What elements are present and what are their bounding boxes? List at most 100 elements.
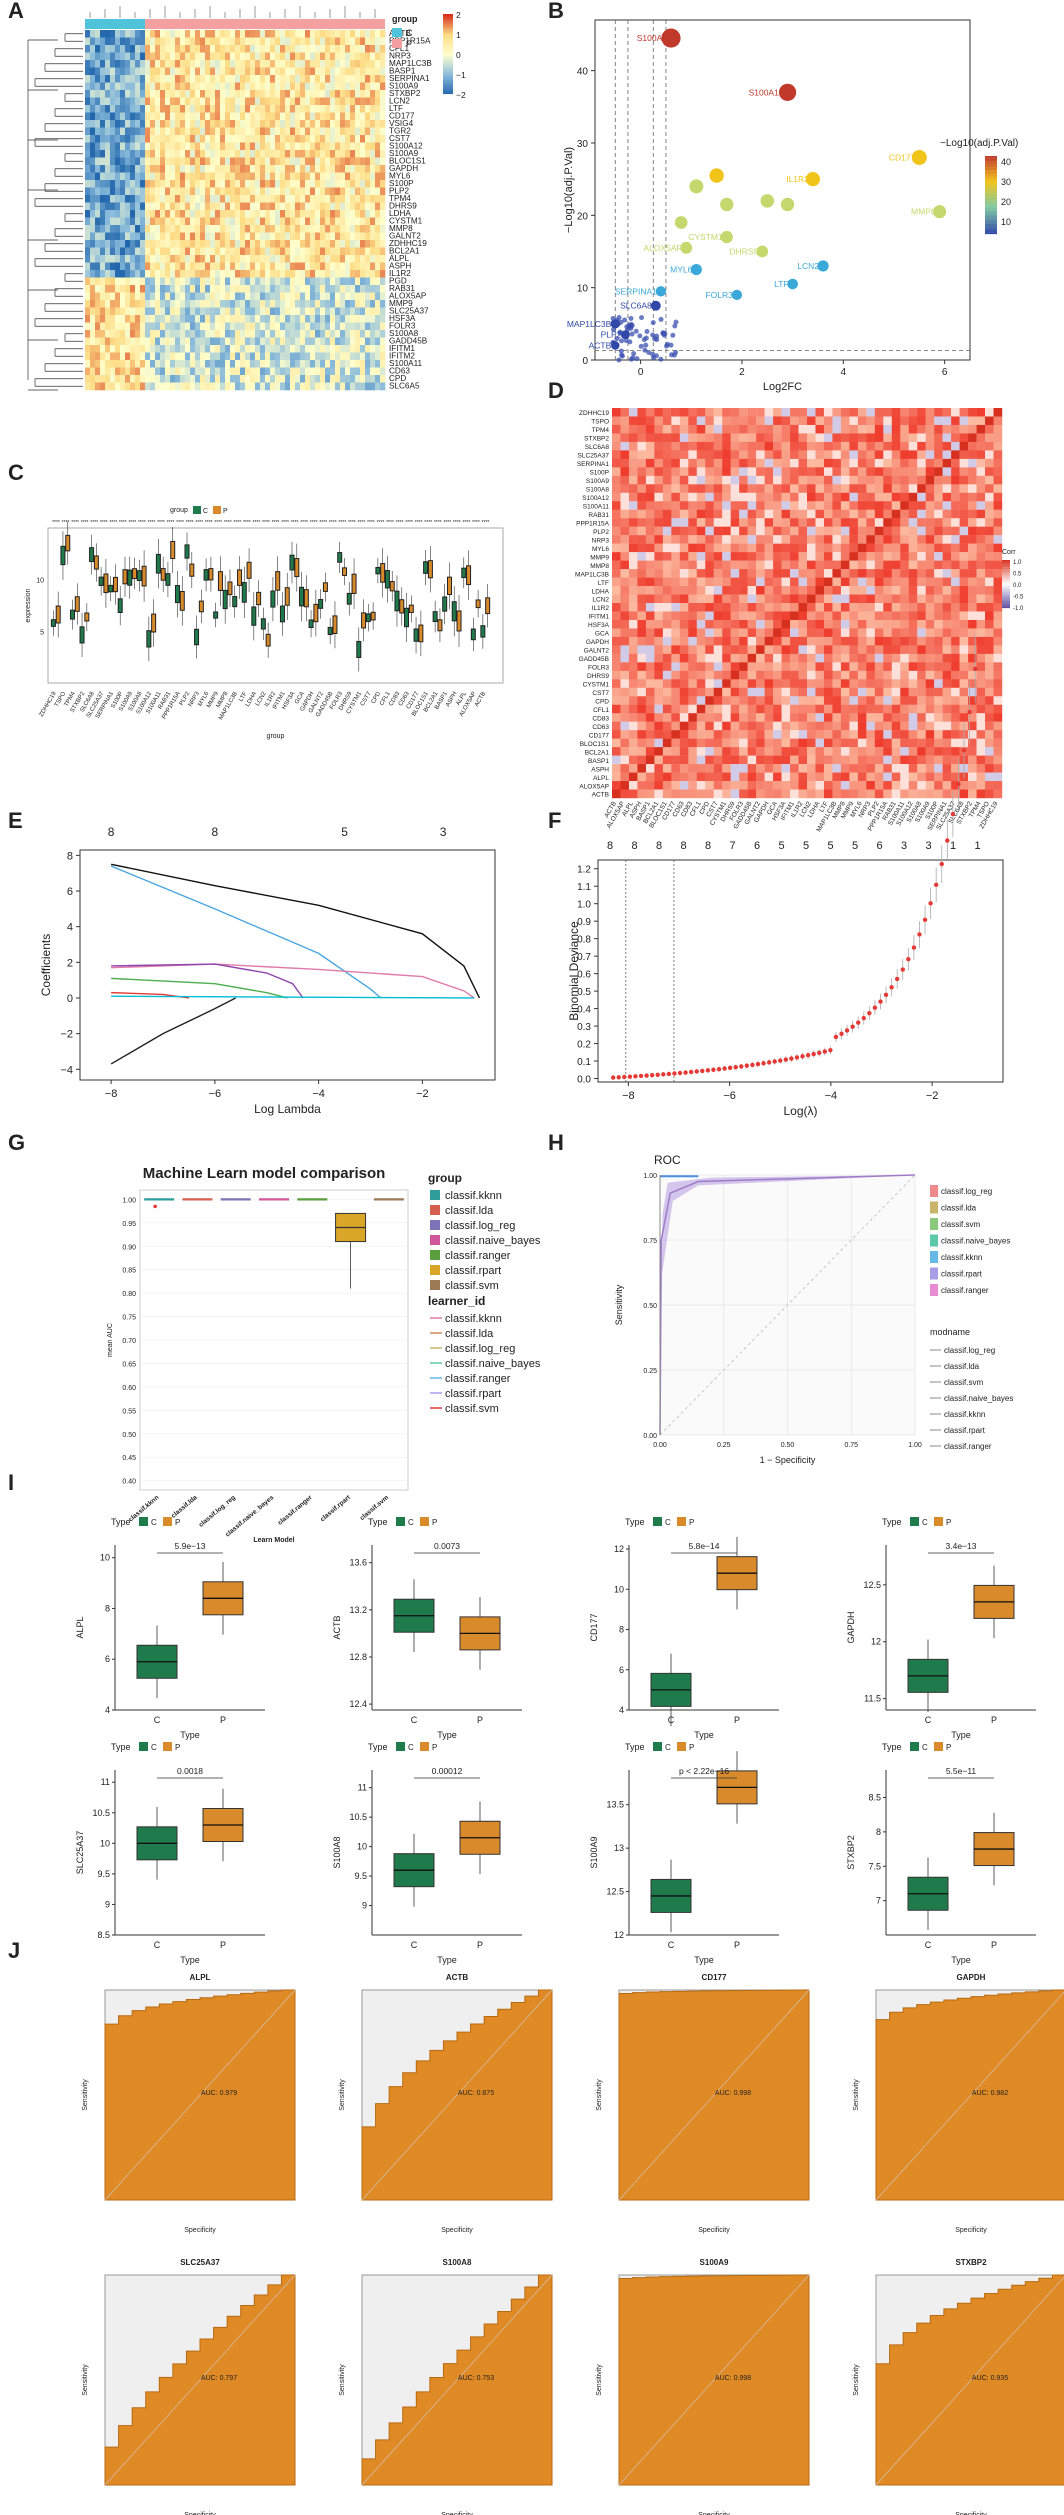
corr-cell (917, 501, 926, 510)
heatmap-cell (275, 315, 281, 323)
heatmap-cell (315, 127, 321, 136)
heatmap-cell (165, 307, 171, 316)
point-label: DHRS9 (729, 246, 758, 256)
heatmap-cell (325, 127, 331, 136)
heatmap-cell (290, 330, 296, 338)
corr-cell (857, 594, 867, 604)
heatmap-cell (200, 337, 206, 346)
heatmap-cell (260, 292, 266, 301)
corr-cell (654, 577, 664, 587)
heatmap-cell (205, 270, 211, 278)
heatmap-gene-label: MMP9 (389, 299, 413, 308)
heatmap-cell (175, 300, 181, 308)
corr-cell (917, 484, 926, 493)
heatmap-cell (310, 105, 316, 113)
box (170, 540, 176, 560)
scale-gradient (443, 20, 453, 23)
heatmap-cell (205, 97, 211, 106)
heatmap-cell (355, 330, 361, 338)
heatmap-cell (245, 52, 251, 61)
heatmap-cell (320, 187, 326, 196)
heatmap-cell (145, 105, 151, 113)
corr-cell (612, 653, 621, 663)
heatmap-cell (370, 135, 376, 143)
heatmap-cell (195, 322, 201, 331)
heatmap-cell (125, 300, 131, 308)
corr-cell (612, 458, 621, 468)
x-axis-label: group (267, 733, 285, 740)
box (399, 599, 405, 614)
heatmap-cell (325, 75, 331, 83)
heatmap-cell (235, 165, 241, 173)
corr-cell (637, 628, 647, 638)
corr-cell (645, 424, 655, 434)
heatmap-gene-label: BLOC1S1 (389, 157, 426, 166)
heatmap-cell (235, 337, 241, 346)
corr-cell (628, 475, 638, 485)
heatmap-cell (360, 165, 366, 173)
heatmap-cell (105, 135, 111, 143)
heatmap-cell (325, 240, 331, 248)
heatmap-cell (170, 352, 176, 361)
heatmap-cell (190, 375, 196, 383)
box (404, 607, 410, 628)
heatmap-cell (285, 165, 291, 173)
heatmap-cell (305, 150, 311, 158)
heatmap-cell (175, 112, 181, 121)
corr-cell (790, 416, 799, 426)
heatmap-cell (300, 75, 306, 83)
heatmap-cell (135, 285, 141, 293)
heatmap-cell (160, 262, 166, 271)
heatmap-cell (120, 367, 126, 376)
heatmap-cell (295, 195, 301, 203)
heatmap-cell (250, 37, 256, 46)
heatmap-cell (135, 202, 141, 211)
corr-cell (696, 611, 706, 621)
corr-cell (900, 569, 909, 578)
heatmap-cell (135, 360, 141, 368)
heatmap-cell (240, 202, 246, 211)
heatmap-cell (370, 112, 376, 121)
corr-cell (857, 569, 867, 578)
corr-cell (857, 603, 867, 612)
heatmap-cell (120, 135, 126, 143)
heatmap-cell (250, 120, 256, 128)
heatmap-cell (270, 330, 276, 338)
corr-cell (637, 518, 647, 527)
heatmap-gene-label: LCN2 (389, 97, 410, 106)
corr-cell (874, 577, 884, 587)
heatmap-cell (260, 285, 266, 293)
corr-cell (645, 433, 655, 443)
corr-cell (781, 586, 791, 595)
heatmap-cell (290, 292, 296, 301)
signif-label: **** (405, 520, 413, 526)
heatmap-cell (325, 270, 331, 278)
corr-cell (730, 628, 740, 638)
box (108, 584, 114, 593)
corr-cell (840, 526, 850, 536)
heatmap-cell (170, 75, 176, 83)
corr-cell (612, 501, 621, 510)
colorbar-gradient (985, 179, 997, 181)
corr-cell (764, 619, 774, 629)
heatmap-cell (335, 240, 341, 248)
heatmap-cell (290, 382, 296, 391)
heatmap-cell (265, 30, 271, 38)
heatmap-cell (200, 240, 206, 248)
corr-cell (917, 408, 926, 417)
heatmap-cell (330, 285, 336, 293)
heatmap-cell (295, 300, 301, 308)
corr-cell (722, 636, 731, 646)
heatmap-cell (200, 60, 206, 68)
colorbar-gradient (985, 205, 997, 207)
heatmap-cell (155, 195, 161, 203)
point (817, 260, 829, 272)
heatmap-cell (125, 30, 131, 38)
corr-cell (620, 645, 630, 655)
heatmap-cell (215, 37, 221, 46)
heatmap-cell (215, 262, 221, 271)
corr-cell (739, 636, 748, 646)
corr-cell (866, 416, 876, 426)
heatmap-cell (325, 90, 331, 98)
heatmap-cell (260, 330, 266, 338)
